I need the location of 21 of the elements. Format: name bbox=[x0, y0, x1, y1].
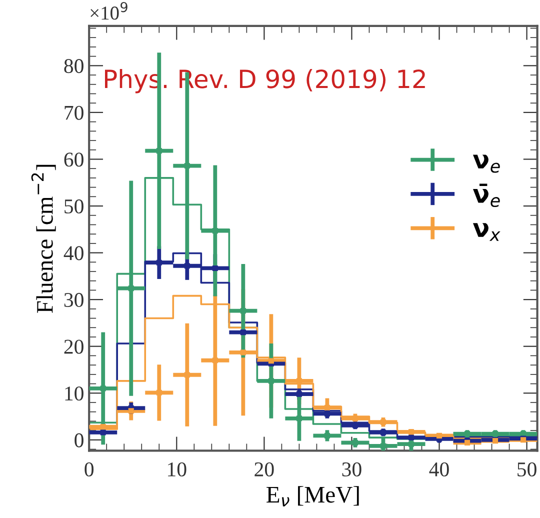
y-tick-label: 20 bbox=[64, 340, 84, 354]
y-axis-title: Fluence [cm$^{−2}$] bbox=[31, 164, 56, 313]
y-tick-label: 40 bbox=[64, 246, 84, 260]
y-tick-label: 10 bbox=[65, 386, 84, 401]
x-tick-label: 50 bbox=[518, 462, 536, 476]
legend-label: ν$_{e}$ bbox=[472, 154, 500, 173]
y-tick-label: 80 bbox=[64, 59, 84, 74]
text: ×10$^{9}$ bbox=[90, 2, 128, 20]
legend-label: ν̄$_{e}$ bbox=[472, 184, 500, 208]
x-axis-title: E$_{ν}$ [MeV] bbox=[266, 486, 359, 506]
x-tick-label: 10 bbox=[168, 462, 186, 476]
x-tick-label: 30 bbox=[342, 462, 362, 476]
x-tick-label: 20 bbox=[254, 462, 274, 476]
legend-label: ν$_{x}$ bbox=[472, 223, 500, 241]
y-tick-label: 30 bbox=[64, 292, 84, 307]
y-tick-label: 50 bbox=[64, 199, 84, 214]
y-tick-label: 0 bbox=[74, 433, 84, 448]
y-tick-label: 70 bbox=[64, 106, 84, 120]
x-tick-label: 0 bbox=[84, 462, 94, 476]
y-tick-label: 60 bbox=[64, 152, 84, 167]
x-tick-label: 40 bbox=[429, 462, 449, 476]
